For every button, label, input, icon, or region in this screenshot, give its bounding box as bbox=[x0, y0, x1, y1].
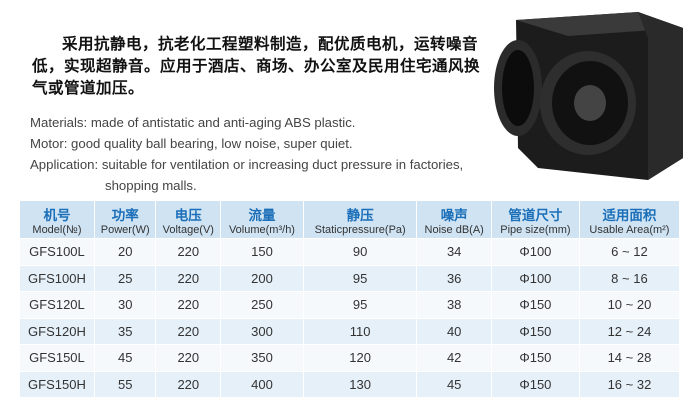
table-cell: 40 bbox=[416, 317, 492, 345]
table-cell: 35 bbox=[94, 317, 157, 345]
table-cell: 30 bbox=[94, 291, 157, 318]
table-cell: 220 bbox=[155, 344, 222, 371]
table-cell: Φ100 bbox=[491, 264, 580, 292]
table-cell: 38 bbox=[416, 291, 492, 318]
table-cell: 220 bbox=[155, 264, 222, 292]
table-cell: GFS150L bbox=[20, 344, 95, 371]
spec-table: 机号 Model(№) 功率 Power(W) 电压 Voltage(V) 流量 Volume… bbox=[20, 201, 681, 397]
table-cell: 220 bbox=[155, 238, 222, 265]
table-cell: Φ150 bbox=[491, 291, 580, 318]
table-cell: 36 bbox=[416, 264, 492, 292]
header-en: Power(W) bbox=[100, 224, 150, 236]
table-cell: 45 bbox=[94, 344, 157, 371]
header-zh: 功率 bbox=[111, 208, 139, 223]
header-zh: 适用面积 bbox=[602, 208, 657, 223]
header-zh: 流量 bbox=[248, 208, 276, 223]
description-zh: 采用抗静电，抗老化工程塑料制造，配优质电机，运转噪音低，实现超静音。应用于酒店、… bbox=[32, 36, 481, 97]
table-cell: 95 bbox=[303, 264, 418, 292]
table-cell: 130 bbox=[303, 370, 418, 397]
table-cell: GFS120L bbox=[20, 291, 95, 318]
table-cell: 90 bbox=[303, 238, 418, 265]
inlet-opening bbox=[502, 50, 534, 126]
table-cell: GFS150H bbox=[20, 370, 95, 397]
table-cell: 300 bbox=[220, 317, 304, 345]
header-en: Volume(m³/h) bbox=[228, 224, 295, 236]
feature-line: Motor: good quality ball bearing, low no… bbox=[30, 136, 353, 151]
table-cell: GFS100L bbox=[20, 238, 95, 265]
header-zh: 电压 bbox=[174, 208, 202, 223]
table-cell: 220 bbox=[155, 317, 222, 345]
feature-line: Application: suitable for ventilation or… bbox=[30, 157, 464, 193]
header-row: 机号 Model(№) 功率 Power(W) 电压 Voltage(V) 流量 Volume… bbox=[20, 201, 681, 239]
fan-side bbox=[638, 12, 683, 180]
header-cell: 流量 Volume(m³/h) bbox=[220, 201, 304, 239]
table-cell: 20 bbox=[94, 238, 157, 265]
table-cell: 10 ~ 20 bbox=[579, 291, 681, 318]
header-cell: 适用面积 Usable Area(m²) bbox=[579, 201, 681, 239]
header-zh: 机号 bbox=[43, 208, 71, 223]
table-cell: 8 ~ 16 bbox=[579, 264, 681, 292]
table-cell: 16 ~ 32 bbox=[579, 370, 681, 397]
table-cell: 150 bbox=[220, 238, 304, 265]
table-cell: 400 bbox=[220, 370, 304, 397]
table-row: GFS100H 25 220 200 95 36 Φ100 8 ~ 16 bbox=[20, 264, 681, 292]
table-cell: GFS100H bbox=[20, 264, 95, 292]
header-zh: 静压 bbox=[346, 208, 374, 223]
table-cell: 220 bbox=[155, 370, 222, 397]
table-cell: 25 bbox=[94, 264, 157, 292]
table-cell: 6 ~ 12 bbox=[579, 238, 681, 265]
table-cell: 350 bbox=[220, 344, 304, 371]
table-cell: 34 bbox=[416, 238, 492, 265]
table-cell: 14 ~ 28 bbox=[579, 344, 681, 371]
table-row: GFS100L 20 220 150 90 34 Φ100 6 ~ 12 bbox=[20, 238, 681, 265]
table-cell: Φ100 bbox=[491, 238, 580, 265]
header-en: Noise dB(A) bbox=[424, 224, 484, 236]
feature-line: Materials: made of antistatic and anti-a… bbox=[30, 115, 356, 130]
table-row: GFS150H 55 220 400 130 45 Φ150 16 ~ 32 bbox=[20, 370, 681, 397]
table-cell: 120 bbox=[303, 344, 418, 371]
table-head: 机号 Model(№) 功率 Power(W) 电压 Voltage(V) 流量 Volume… bbox=[20, 201, 681, 239]
table-row: GFS150L 45 220 350 120 42 Φ150 14 ~ 28 bbox=[20, 344, 681, 371]
header-cell: 机号 Model(№) bbox=[20, 201, 95, 239]
header-zh: 管道尺寸 bbox=[508, 208, 563, 223]
feature-list: Materials: made of antistatic and anti-a… bbox=[30, 112, 485, 196]
table-cell: 45 bbox=[416, 370, 492, 397]
table-row: GFS120L 30 220 250 95 38 Φ150 10 ~ 20 bbox=[20, 291, 681, 318]
table-cell: Φ150 bbox=[491, 344, 580, 371]
header-cell: 噪声 Noise dB(A) bbox=[416, 201, 492, 239]
header-cell: 电压 Voltage(V) bbox=[155, 201, 222, 239]
table-cell: 250 bbox=[220, 291, 304, 318]
header-en: Model(№) bbox=[32, 224, 82, 236]
table-cell: 110 bbox=[303, 317, 418, 345]
table-cell: 200 bbox=[220, 264, 304, 292]
table-cell: 55 bbox=[94, 370, 157, 397]
table-cell: Φ150 bbox=[491, 317, 580, 345]
header-en: Voltage(V) bbox=[162, 224, 214, 236]
table-cell: 42 bbox=[416, 344, 492, 371]
header-cell: 功率 Power(W) bbox=[94, 201, 157, 239]
table-cell: 220 bbox=[155, 291, 222, 318]
header-zh: 噪声 bbox=[440, 208, 468, 223]
table-body: GFS100L 20 220 150 90 34 Φ100 6 ~ 12 GFS100H 25 22… bbox=[20, 238, 681, 397]
table-cell: 95 bbox=[303, 291, 418, 318]
hub bbox=[574, 85, 606, 121]
table-cell: Φ150 bbox=[491, 370, 580, 397]
table-row: GFS120H 35 220 300 110 40 Φ150 12 ~ 24 bbox=[20, 317, 681, 345]
header-en: Usable Area(m²) bbox=[589, 224, 670, 236]
table-cell: 12 ~ 24 bbox=[579, 317, 681, 345]
header-en: Pipe size(mm) bbox=[500, 224, 571, 236]
header-cell: 静压 Staticpressure(Pa) bbox=[303, 201, 418, 239]
header-en: Staticpressure(Pa) bbox=[314, 224, 406, 236]
table-cell: GFS120H bbox=[20, 317, 95, 345]
product-image bbox=[494, 12, 683, 180]
header-cell: 管道尺寸 Pipe size(mm) bbox=[491, 201, 580, 239]
